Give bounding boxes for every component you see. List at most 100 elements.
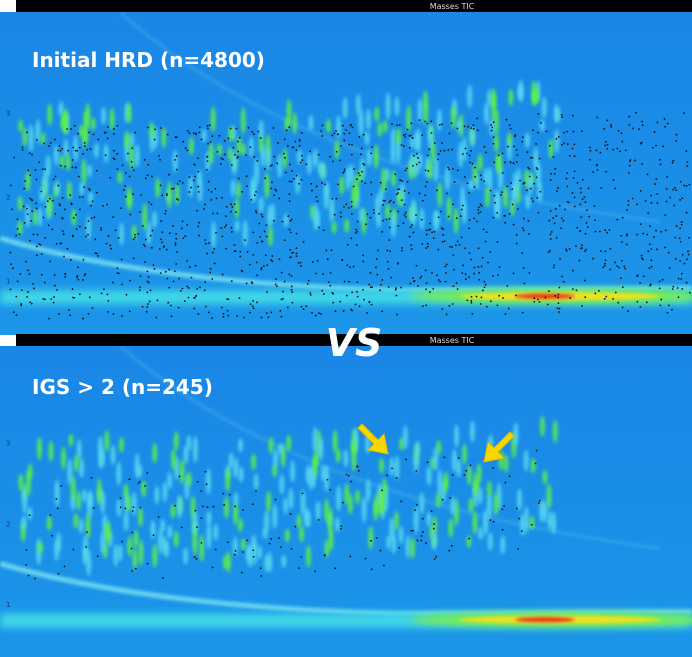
point — [472, 127, 475, 130]
point — [206, 160, 209, 163]
point — [628, 115, 631, 118]
point — [529, 156, 532, 159]
y-axis-label: 2 — [6, 193, 10, 201]
point — [274, 283, 277, 286]
point — [215, 231, 217, 234]
point — [604, 229, 607, 232]
point — [616, 218, 619, 221]
point — [425, 288, 427, 291]
peak — [342, 97, 348, 120]
point — [230, 230, 233, 233]
point — [254, 209, 257, 212]
peak — [324, 539, 330, 558]
point — [531, 157, 534, 159]
point — [447, 166, 450, 169]
point — [560, 217, 563, 220]
point — [223, 504, 226, 506]
peak — [437, 469, 443, 496]
point — [403, 189, 406, 192]
point — [35, 207, 38, 210]
point — [621, 286, 624, 289]
point — [566, 143, 569, 145]
point — [337, 183, 340, 186]
peak — [473, 472, 479, 498]
point — [159, 127, 162, 130]
point — [686, 165, 689, 168]
point — [557, 296, 559, 299]
point — [384, 188, 387, 191]
peak — [476, 463, 482, 485]
point — [400, 286, 402, 289]
peak — [83, 110, 89, 131]
point — [552, 217, 555, 219]
point — [375, 258, 378, 260]
point — [59, 149, 62, 152]
point — [211, 566, 214, 569]
point — [121, 164, 124, 167]
point — [268, 542, 271, 545]
point — [264, 177, 267, 180]
point — [129, 213, 132, 216]
point — [113, 158, 116, 161]
peak — [295, 174, 301, 195]
peak — [61, 446, 67, 470]
point — [54, 212, 57, 215]
point — [295, 174, 298, 177]
point — [327, 281, 330, 284]
point — [226, 541, 229, 544]
point — [314, 570, 316, 573]
peak — [110, 444, 116, 465]
point — [589, 149, 592, 152]
peak — [344, 483, 350, 505]
point — [57, 572, 60, 575]
peak — [502, 185, 508, 209]
point — [300, 178, 303, 181]
point — [388, 226, 391, 229]
point — [559, 258, 561, 260]
point — [535, 449, 538, 452]
point — [270, 311, 273, 314]
point — [389, 250, 392, 253]
point — [673, 186, 676, 189]
peak — [68, 434, 74, 447]
point — [466, 182, 469, 185]
point — [66, 247, 69, 250]
peak — [149, 121, 155, 139]
point — [397, 188, 399, 191]
point — [671, 161, 674, 164]
point — [502, 297, 504, 299]
point — [290, 285, 293, 288]
peak — [63, 139, 69, 158]
point — [220, 157, 223, 160]
point — [523, 181, 526, 184]
point — [194, 175, 197, 178]
point — [274, 278, 277, 281]
point — [69, 314, 71, 317]
point — [389, 210, 392, 213]
point — [603, 127, 606, 130]
peak — [460, 185, 466, 214]
point — [566, 130, 569, 133]
point — [270, 181, 273, 184]
point — [193, 307, 196, 310]
point — [492, 467, 495, 469]
point — [25, 549, 28, 551]
point — [237, 140, 239, 143]
point — [427, 170, 430, 172]
point — [129, 279, 131, 282]
point — [329, 284, 332, 287]
point — [147, 281, 150, 284]
point — [193, 296, 195, 299]
point — [363, 163, 366, 166]
point — [321, 182, 323, 184]
point — [43, 281, 46, 284]
point — [491, 126, 494, 129]
point — [535, 143, 537, 145]
point — [341, 501, 344, 504]
point — [655, 229, 657, 232]
peak — [305, 544, 311, 568]
point — [49, 514, 52, 517]
point — [227, 298, 230, 301]
peak — [374, 106, 380, 122]
point — [90, 476, 93, 479]
